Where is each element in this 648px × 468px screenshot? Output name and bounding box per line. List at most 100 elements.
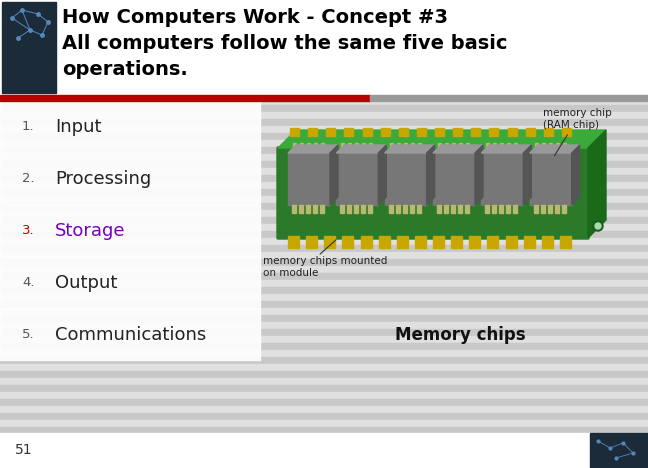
Circle shape [595, 223, 601, 229]
Bar [513, 205, 517, 213]
Bar [0, 343, 648, 350]
Polygon shape [330, 145, 338, 205]
Bar [555, 205, 559, 213]
Bar [0, 28, 648, 35]
Text: 5.: 5. [22, 329, 34, 342]
Bar [0, 245, 648, 252]
Bar [0, 140, 648, 147]
Bar [562, 143, 566, 149]
Text: 2.: 2. [22, 173, 34, 185]
Bar [459, 143, 462, 149]
Bar [0, 371, 648, 378]
Bar [0, 287, 648, 294]
Bar [0, 385, 648, 392]
Bar [562, 128, 571, 136]
Bar [0, 161, 648, 168]
Bar [0, 378, 648, 385]
Bar [0, 322, 648, 329]
Bar [341, 143, 344, 149]
Bar [0, 95, 370, 101]
Bar [0, 42, 648, 49]
Polygon shape [378, 145, 386, 205]
Bar [402, 205, 407, 213]
Bar [0, 77, 648, 84]
Bar [368, 205, 373, 213]
Bar [540, 205, 545, 213]
Bar [526, 128, 535, 136]
Bar [0, 294, 648, 301]
Bar [481, 153, 524, 205]
Text: memory chips mounted
on module: memory chips mounted on module [263, 256, 388, 278]
Bar [487, 236, 498, 248]
Bar [385, 153, 426, 205]
Bar [437, 205, 441, 213]
Bar [362, 128, 371, 136]
Bar [288, 153, 330, 205]
Bar [0, 105, 648, 112]
Bar [418, 143, 421, 149]
Text: Processing: Processing [55, 170, 151, 188]
Bar [0, 259, 648, 266]
Bar [320, 205, 324, 213]
Bar [293, 143, 296, 149]
Bar [466, 143, 469, 149]
Bar [0, 63, 648, 70]
Polygon shape [385, 145, 435, 153]
Bar [410, 205, 413, 213]
Bar [0, 357, 648, 364]
Bar [290, 128, 299, 136]
Bar [342, 236, 353, 248]
Polygon shape [572, 145, 580, 205]
Bar [314, 143, 317, 149]
Bar [0, 280, 648, 287]
Bar [452, 143, 455, 149]
Bar [544, 128, 553, 136]
Text: memory chip
(RAM chip): memory chip (RAM chip) [543, 108, 612, 156]
Bar [0, 413, 648, 420]
Text: Input: Input [55, 118, 102, 136]
Bar [465, 205, 469, 213]
Bar [438, 143, 441, 149]
Bar [0, 420, 648, 427]
Bar [321, 143, 324, 149]
Polygon shape [278, 130, 606, 148]
Bar [0, 448, 648, 455]
Bar [0, 252, 648, 259]
Polygon shape [588, 130, 606, 238]
Bar [362, 205, 365, 213]
Bar [340, 205, 344, 213]
Bar [307, 143, 310, 149]
FancyBboxPatch shape [277, 147, 589, 239]
Bar [0, 147, 648, 154]
Text: Storage: Storage [55, 222, 126, 240]
Polygon shape [336, 145, 386, 153]
Bar [542, 236, 553, 248]
Bar [0, 257, 260, 308]
Bar [471, 128, 480, 136]
Bar [435, 128, 444, 136]
Bar [0, 433, 648, 468]
Bar [444, 205, 448, 213]
Bar [355, 143, 358, 149]
Bar [0, 84, 648, 91]
Bar [0, 205, 260, 256]
Bar [505, 236, 516, 248]
Bar [0, 350, 648, 357]
Bar [417, 128, 426, 136]
Bar [500, 143, 503, 149]
Bar [0, 182, 648, 189]
Bar [524, 236, 535, 248]
Circle shape [593, 221, 603, 231]
Text: How Computers Work - Concept #3: How Computers Work - Concept #3 [62, 8, 448, 27]
Bar [397, 143, 400, 149]
Bar [404, 143, 407, 149]
Bar [396, 205, 400, 213]
Bar [0, 119, 648, 126]
Bar [0, 56, 648, 63]
Bar [0, 455, 648, 462]
Bar [362, 143, 365, 149]
Bar [0, 49, 648, 56]
Bar [0, 301, 648, 308]
Bar [0, 309, 260, 360]
Text: 3.: 3. [22, 225, 34, 237]
